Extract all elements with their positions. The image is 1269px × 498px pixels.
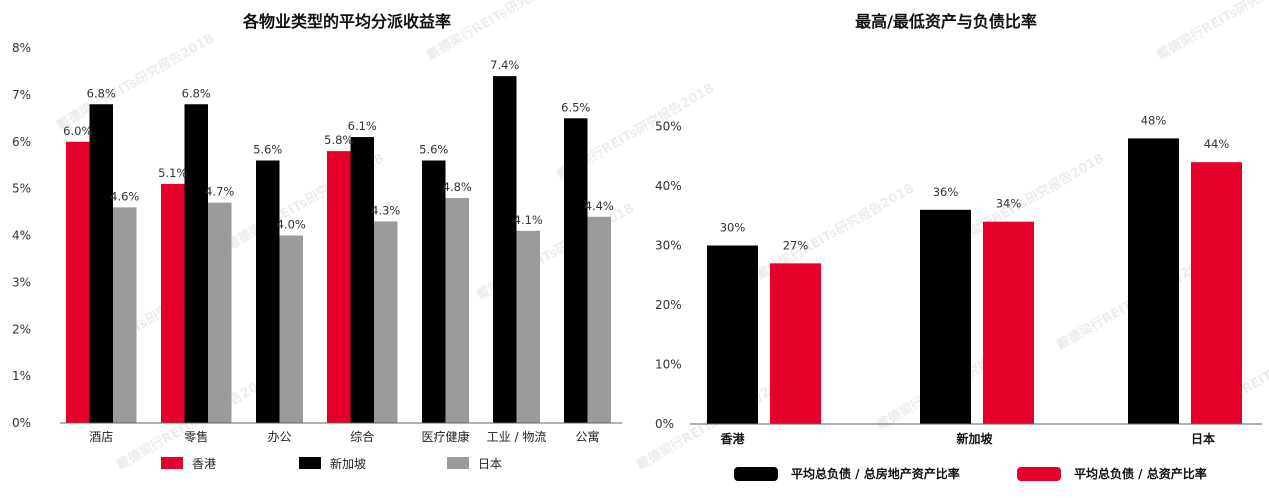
bar — [770, 263, 821, 424]
legend-swatch — [299, 457, 321, 469]
data-label: 6.8% — [87, 86, 116, 100]
y-tick-label: 1% — [12, 369, 31, 383]
bar — [445, 198, 469, 423]
bar — [350, 137, 374, 423]
legend: 香港 新加坡 日本 — [161, 456, 502, 471]
data-label: 27% — [783, 238, 809, 252]
legend-label: 平均总负债 / 总资产比率 — [1074, 466, 1207, 481]
data-labels: 30% 27% 36% 34% 48% 44% — [720, 113, 1230, 252]
data-label: 5.6% — [419, 143, 448, 157]
leverage-ratio-chart: 最高/最低资产与负债比率 0% 10% 20% 30% 40% 50% 30% 27% 36%… — [655, 12, 1262, 481]
data-label: 44% — [1204, 137, 1230, 151]
bar — [208, 202, 232, 423]
bar — [1191, 162, 1242, 424]
yield-by-property-type-chart: 各物业类型的平均分派收益率 0% 1% 2% 3% 4% 5% 6% 7% 8% 6.0% 6.8… — [12, 12, 622, 471]
y-axis-ticks: 0% 1% 2% 3% 4% 5% 6% 7% 8% — [12, 41, 31, 430]
watermark-text: 戴德梁行REITs研究报告2018 — [1154, 0, 1269, 63]
data-label: 4.0% — [277, 218, 306, 232]
y-tick-label: 5% — [12, 182, 31, 196]
y-tick-label: 30% — [655, 239, 682, 253]
x-axis-categories: 酒店 零售 办公 综合 医疗健康 工业 / 物流 公寓 — [89, 429, 599, 444]
bar — [66, 141, 90, 423]
data-label: 48% — [1141, 113, 1167, 127]
bar — [983, 221, 1034, 424]
y-tick-label: 3% — [12, 275, 31, 289]
y-tick-label: 0% — [655, 417, 674, 431]
bar — [161, 183, 185, 423]
data-label: 36% — [933, 185, 959, 199]
legend-label: 香港 — [192, 457, 216, 471]
legend: 平均总负债 / 总房地产资产比率 平均总负债 / 总资产比率 — [734, 466, 1207, 481]
bar — [279, 235, 303, 423]
x-category-label: 工业 / 物流 — [487, 430, 547, 444]
legend-swatch — [734, 467, 778, 481]
bar — [1128, 138, 1179, 424]
x-category-label: 酒店 — [89, 430, 113, 444]
legend-label: 新加坡 — [330, 456, 366, 471]
y-axis-ticks: 0% 10% 20% 30% 40% 50% — [655, 120, 682, 432]
y-tick-label: 20% — [655, 298, 682, 312]
bar — [327, 151, 351, 423]
data-label: 7.4% — [490, 58, 519, 72]
data-label: 4.4% — [585, 199, 614, 213]
y-tick-label: 8% — [12, 41, 31, 55]
y-tick-label: 6% — [12, 135, 31, 149]
data-label: 4.1% — [514, 213, 543, 227]
chart-title: 各物业类型的平均分派收益率 — [242, 12, 451, 31]
data-label: 30% — [720, 221, 746, 235]
data-label: 5.6% — [253, 143, 282, 157]
data-label: 5.1% — [158, 166, 187, 180]
data-label: 4.6% — [110, 189, 139, 203]
y-tick-label: 10% — [655, 358, 682, 372]
bars — [707, 138, 1242, 424]
bar — [564, 118, 588, 423]
data-label: 4.7% — [205, 185, 234, 199]
bar — [89, 104, 113, 423]
data-label: 6.0% — [63, 124, 92, 138]
data-label: 5.8% — [324, 133, 353, 147]
bars — [66, 76, 611, 423]
data-labels: 6.0% 6.8% 4.6% 5.1% 6.8% 4.7% 5.6% 4.0% 5.8%6.1%… — [63, 58, 614, 231]
watermark-text: 戴德梁行REITs研究报告2018 — [424, 0, 587, 63]
data-label: 4.3% — [371, 203, 400, 217]
x-category-label: 办公 — [267, 429, 291, 444]
legend-label: 日本 — [478, 457, 502, 471]
bar — [587, 216, 611, 423]
y-tick-label: 50% — [655, 120, 682, 134]
x-category-label: 公寓 — [575, 429, 599, 444]
y-tick-label: 7% — [12, 88, 31, 102]
watermark-layer: 戴德梁行REITs研究报告2018戴德梁行REITs研究报告2018戴德梁行RE… — [54, 0, 1269, 473]
data-label: 4.8% — [443, 180, 472, 194]
x-category-label: 零售 — [184, 429, 208, 444]
x-category-label: 新加坡 — [956, 431, 993, 446]
legend-swatch — [447, 457, 469, 469]
y-tick-label: 4% — [12, 229, 31, 243]
data-label: 6.5% — [561, 100, 590, 114]
data-label: 34% — [996, 197, 1022, 211]
bar — [707, 245, 758, 424]
data-label: 6.8% — [182, 86, 211, 100]
bar — [516, 230, 540, 423]
legend-swatch — [1017, 467, 1061, 481]
bar — [422, 160, 446, 423]
chart-title: 最高/最低资产与负债比率 — [855, 12, 1037, 31]
bar — [256, 160, 280, 423]
x-axis-categories: 香港 新加坡 日本 — [719, 431, 1215, 446]
bar — [113, 207, 137, 423]
data-label: 6.1% — [348, 119, 377, 133]
legend-swatch — [161, 457, 183, 469]
bar — [493, 76, 517, 423]
x-category-label: 日本 — [1191, 431, 1215, 446]
bar — [374, 221, 398, 423]
x-category-label: 医疗健康 — [421, 429, 469, 444]
x-category-label: 香港 — [719, 431, 745, 446]
y-tick-label: 2% — [12, 322, 31, 336]
bar — [184, 104, 208, 423]
legend-label: 平均总负债 / 总房地产资产比率 — [791, 466, 960, 481]
x-category-label: 综合 — [350, 429, 374, 444]
y-tick-label: 0% — [12, 416, 31, 430]
bar — [920, 209, 971, 424]
y-tick-label: 40% — [655, 179, 682, 193]
